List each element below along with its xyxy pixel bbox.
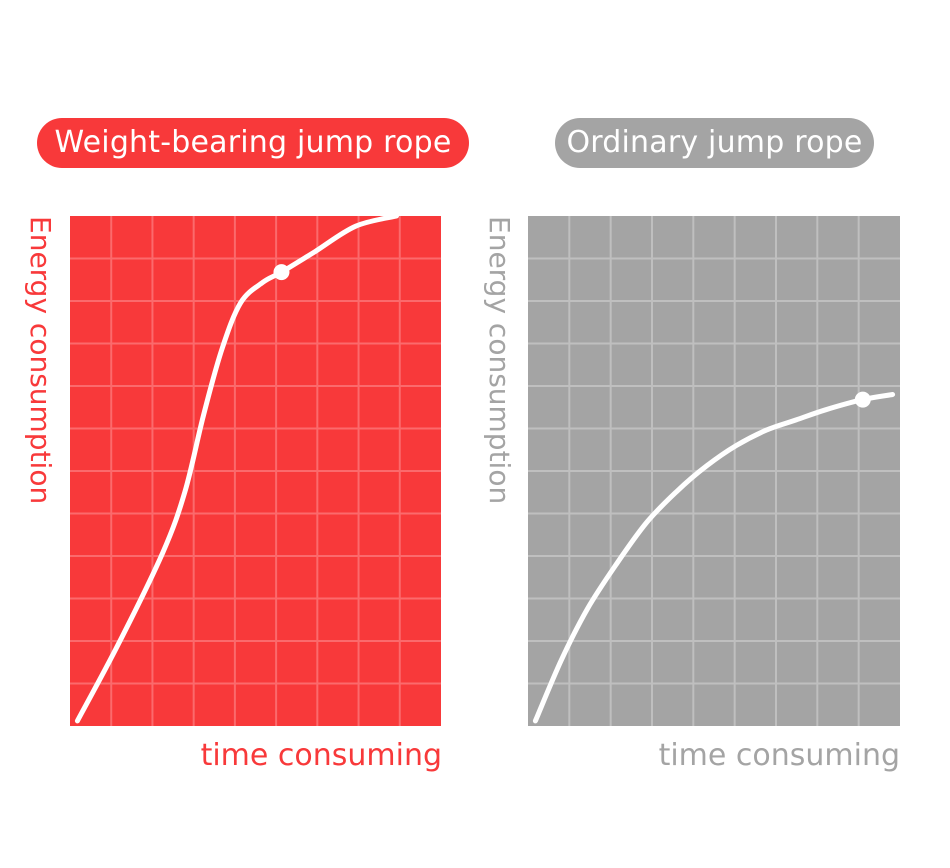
weight-bearing-x-axis-label: time consuming [200, 738, 442, 773]
weight-bearing-series-line [74, 213, 399, 724]
weight-bearing-highlight-point [273, 264, 290, 281]
ordinary-x-axis-label: time consuming [658, 738, 900, 773]
ordinary-series-line [532, 392, 896, 724]
ordinary-highlight-point [854, 391, 871, 408]
ordinary-y-axis-label: Energy consumption [483, 216, 516, 505]
weight-bearing-y-axis-label: Energy consumption [24, 216, 57, 505]
weight-bearing-title-pill: Weight-bearing jump rope [37, 118, 469, 168]
ordinary-title-pill: Ordinary jump rope [555, 118, 874, 168]
